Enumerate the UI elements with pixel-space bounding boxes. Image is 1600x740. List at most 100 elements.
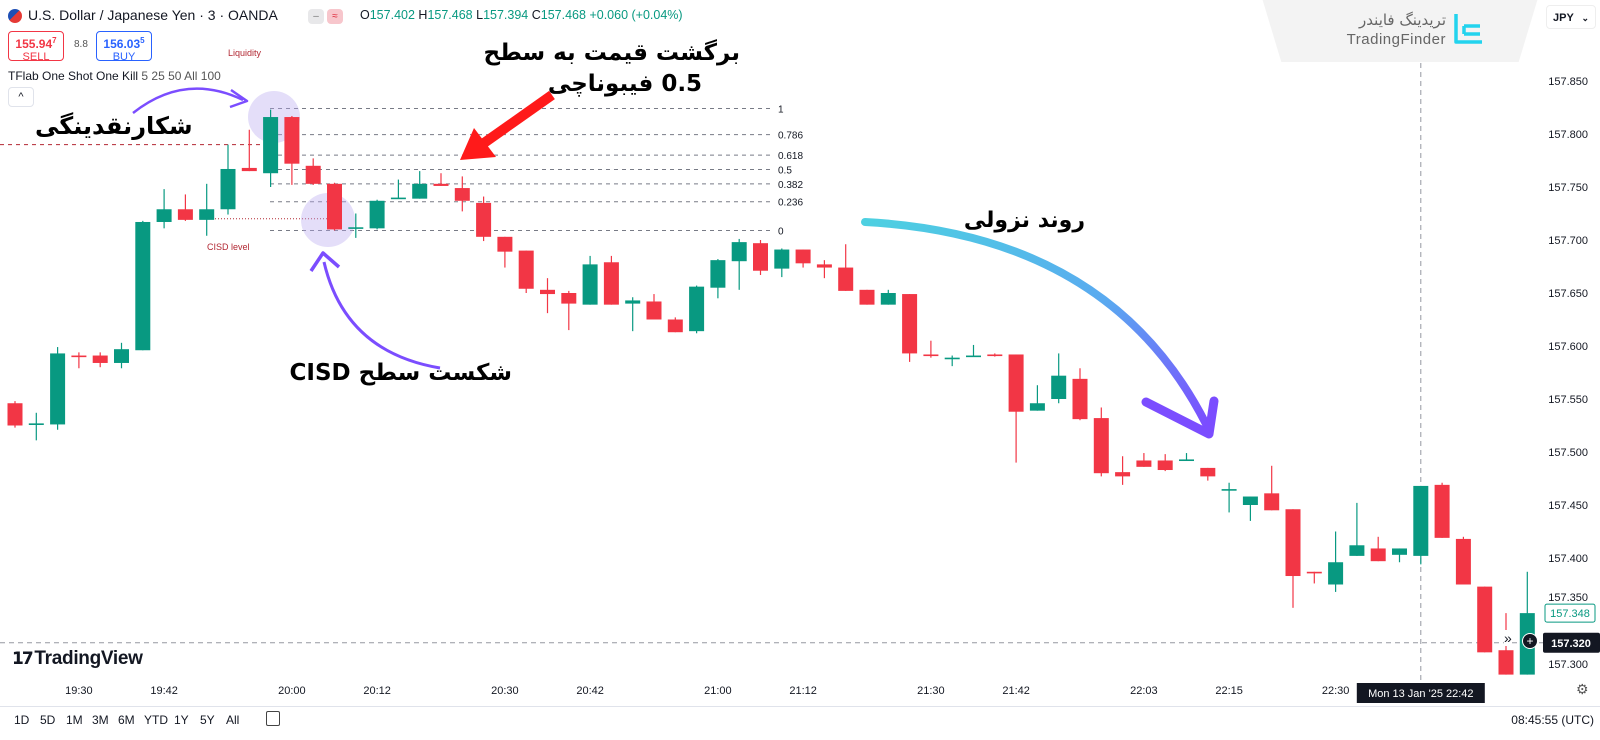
buy-button[interactable]: 156.035 BUY — [96, 31, 152, 63]
candle-body — [156, 209, 172, 222]
candle — [1221, 482, 1237, 513]
clock[interactable]: 08:45:55 (UTC) — [1511, 713, 1594, 727]
candle — [625, 297, 641, 332]
candle-body — [50, 353, 66, 425]
candle — [1519, 571, 1535, 675]
price-tick-label: 157.700 — [1548, 235, 1588, 247]
liquidity-label: Liquidity — [228, 48, 262, 58]
price-axis[interactable]: 157.850 157.800 157.750 157.700 157.650 157.6… — [1543, 76, 1600, 671]
fib-level-label: 0.236 — [778, 198, 803, 209]
candle-body — [1093, 418, 1109, 474]
candle — [689, 285, 705, 334]
candle-body — [1221, 489, 1237, 491]
candle-body — [1370, 548, 1386, 562]
range-button-5y[interactable]: 5Y — [200, 713, 215, 727]
candle — [50, 347, 66, 430]
candle — [753, 240, 768, 275]
candle-body — [582, 264, 598, 305]
symbol-title[interactable]: U.S. Dollar / Japanese Yen · 3 · OANDA — [28, 7, 278, 23]
candle — [816, 260, 832, 279]
time-tick-label: 20:42 — [576, 685, 604, 697]
range-button-1y[interactable]: 1Y — [174, 713, 189, 727]
fib-return-arrow — [481, 90, 555, 148]
candle-body — [114, 349, 129, 363]
candle — [1328, 531, 1344, 592]
crosshair-price-label: 157.320 — [1551, 638, 1591, 650]
crosshair-time-badge — [1356, 683, 1485, 703]
candle-body — [774, 249, 790, 269]
low-label: L — [476, 8, 484, 22]
watermark-en-text: TradingFinder — [1346, 31, 1446, 48]
candle-body — [987, 354, 1003, 357]
candle — [454, 176, 470, 212]
candle-body — [1349, 545, 1365, 556]
range-button-5d[interactable]: 5D — [40, 713, 56, 727]
candle-body — [1051, 375, 1067, 399]
candle — [1285, 509, 1301, 608]
indicator-name: TFlab One Shot One Kill — [8, 69, 139, 83]
candle-body — [284, 117, 300, 164]
candle — [1200, 467, 1216, 481]
range-button-6m[interactable]: 6M — [118, 713, 135, 727]
time-tick-label: 20:30 — [491, 685, 519, 697]
range-button-ytd[interactable]: YTD — [144, 713, 168, 727]
candle — [71, 352, 87, 369]
candle-body — [1242, 496, 1258, 505]
candle-body — [689, 286, 705, 332]
candle-body — [92, 355, 108, 363]
candle-body — [348, 227, 364, 229]
candle — [7, 401, 23, 428]
price-tick-label: 157.300 — [1548, 659, 1588, 671]
range-button-all[interactable]: All — [226, 713, 240, 727]
buy-price: 156.03 — [103, 37, 141, 51]
settings-gear-icon[interactable]: ⚙ — [1576, 681, 1589, 697]
candle-body — [263, 117, 279, 174]
price-tick-label: 157.750 — [1548, 182, 1588, 194]
approx-icon[interactable]: ≈ — [327, 9, 343, 24]
time-tick-label: 19:42 — [150, 685, 178, 697]
range-button-1m[interactable]: 1M — [66, 713, 83, 727]
goto-date-calendar-icon[interactable] — [266, 711, 280, 726]
candle — [348, 213, 364, 238]
open-value: 157.402 — [369, 8, 415, 22]
candle — [1051, 353, 1067, 404]
add-plus-icon[interactable]: + — [1522, 633, 1538, 649]
close-label: C — [531, 8, 541, 22]
candle — [1477, 586, 1493, 653]
fib-return-arrow-head-icon — [460, 128, 496, 160]
sell-button[interactable]: 155.947 SELL — [8, 31, 64, 63]
currency-select[interactable]: JPY ⌄ — [1546, 5, 1596, 29]
time-axis[interactable]: 19:30 19:42 20:00 20:12 20:30 20:42 21:00 21:12… — [65, 683, 1485, 703]
candle — [476, 196, 492, 242]
minus-icon[interactable]: – — [308, 9, 324, 24]
candle — [1455, 536, 1471, 585]
candle-body — [454, 188, 470, 201]
candle — [902, 294, 918, 362]
candle-body — [135, 221, 151, 351]
cisd-level-label: CISD level — [207, 242, 250, 252]
candle-body — [1477, 586, 1493, 653]
candle — [327, 182, 342, 231]
collapse-legend-button[interactable]: ^ — [8, 87, 34, 107]
candle-body — [646, 301, 662, 320]
tradingview-logo-icon: 𝟭𝟳 — [12, 649, 35, 668]
candle — [1306, 571, 1322, 584]
time-tick-label: 20:00 — [278, 685, 306, 697]
liquidity-arrow-head-icon — [229, 88, 249, 109]
candle — [561, 290, 577, 331]
time-tick-label: 20:12 — [363, 685, 391, 697]
sell-pip: 7 — [52, 36, 57, 45]
range-button-1d[interactable]: 1D — [14, 713, 30, 727]
tradingview-logo[interactable]: 𝟭𝟳 TradingView — [12, 648, 143, 670]
fib-level-label: 1 — [778, 105, 784, 116]
indicator-legend[interactable]: TFlab One Shot One Kill 5 25 50 All 100 — [8, 69, 221, 83]
buy-pip: 5 — [140, 36, 145, 45]
scroll-to-realtime-icon[interactable]: » — [1504, 630, 1512, 646]
candle-body — [28, 423, 44, 425]
liquidity-hunt-annotation: شکارنقدینگی — [35, 112, 193, 140]
candle-body — [753, 243, 768, 271]
candle-body — [923, 354, 939, 357]
range-button-3m[interactable]: 3M — [92, 713, 109, 727]
candle-body — [816, 264, 832, 268]
